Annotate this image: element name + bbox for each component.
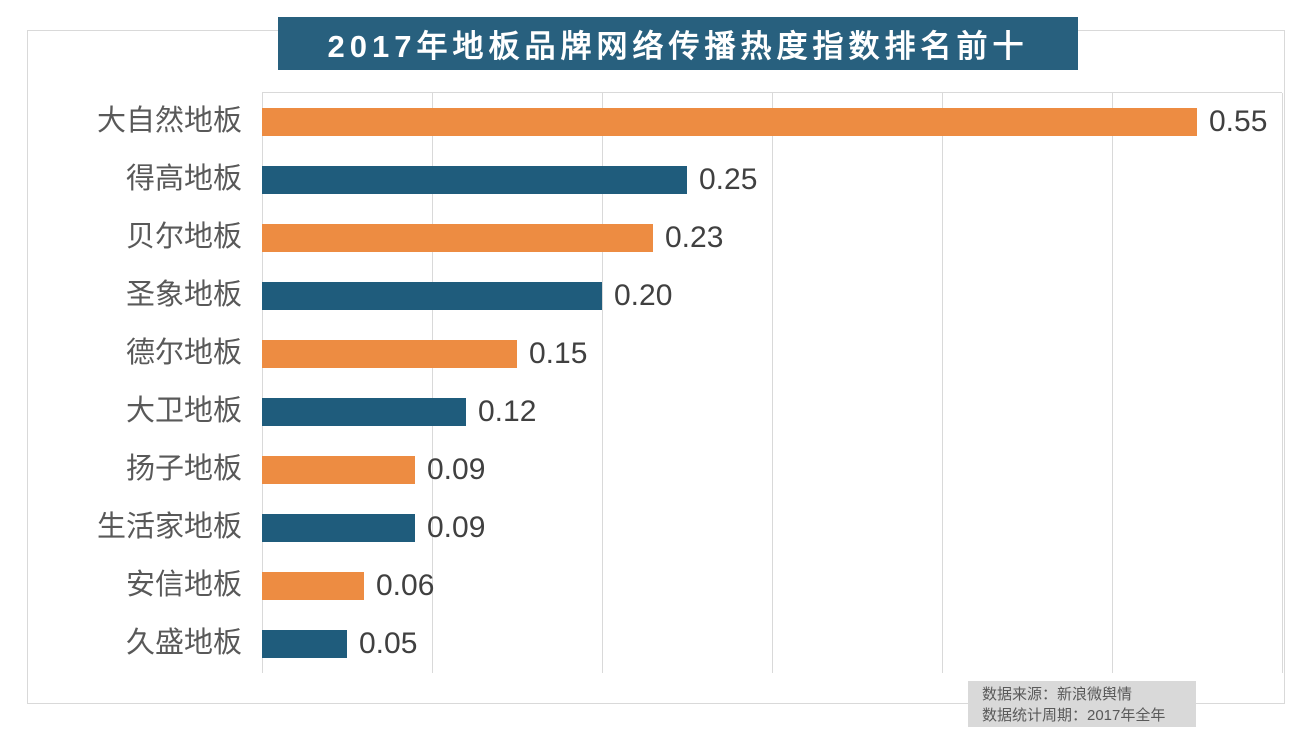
gridline [602,93,603,673]
chart-row: 0.05 [262,615,1282,673]
category-label: 久盛地板 [125,627,242,659]
chart-row: 0.15 [262,325,1282,383]
bar [262,398,466,426]
category-label: 圣象地板 [125,279,242,311]
bar [262,572,364,600]
bar [262,340,517,368]
bar-value-label: 0.05 [359,627,418,660]
bar [262,224,653,252]
chart-row: 0.09 [262,441,1282,499]
category-label: 得高地板 [125,163,242,195]
chart-row: 0.20 [262,267,1282,325]
bar-value-label: 0.23 [665,221,724,254]
data-source-box: 数据来源：新浪微舆情 数据统计周期：2017年全年 [968,681,1196,727]
bar-value-label: 0.20 [614,279,673,312]
bar [262,514,415,542]
bar-value-label: 0.12 [478,395,537,428]
category-label: 大卫地板 [125,395,242,427]
gridline [432,93,433,673]
category-label: 安信地板 [125,569,242,601]
bar [262,630,347,658]
chart-title: 2017年地板品牌网络传播热度指数排名前十 [327,29,1029,64]
chart-row: 0.06 [262,557,1282,615]
chart-row: 0.12 [262,383,1282,441]
bar-value-label: 0.09 [427,511,486,544]
chart-row: 0.25 [262,151,1282,209]
bar [262,108,1197,136]
chart-row: 0.09 [262,499,1282,557]
category-axis: 大自然地板得高地板贝尔地板圣象地板德尔地板大卫地板扬子地板生活家地板安信地板久盛… [30,92,242,672]
gridline [772,93,773,673]
gridline [262,93,263,673]
gridline [942,93,943,673]
data-source-line1: 数据来源：新浪微舆情 [982,686,1133,703]
bar [262,456,415,484]
bar [262,166,687,194]
bar-value-label: 0.09 [427,453,486,486]
bar [262,282,602,310]
plot-area: 0.55 0.25 0.23 0.20 0.15 0.12 0.09 0.09 0.06 0.05 [262,92,1283,673]
bar-value-label: 0.55 [1209,105,1268,138]
chart-title-box: 2017年地板品牌网络传播热度指数排名前十 [278,17,1078,70]
chart-row: 0.23 [262,209,1282,267]
chart-row: 0.55 [262,93,1282,151]
gridline [1112,93,1113,673]
bar-value-label: 0.06 [376,569,435,602]
category-label: 生活家地板 [96,511,242,543]
category-label: 大自然地板 [96,105,242,137]
bar-value-label: 0.15 [529,337,588,370]
bar-value-label: 0.25 [699,163,758,196]
category-label: 贝尔地板 [125,221,242,253]
chart-frame-border [27,30,1285,704]
data-source-line2: 数据统计周期：2017年全年 [982,707,1166,724]
category-label: 扬子地板 [125,453,242,485]
category-label: 德尔地板 [125,337,242,369]
gridline [1282,93,1283,673]
